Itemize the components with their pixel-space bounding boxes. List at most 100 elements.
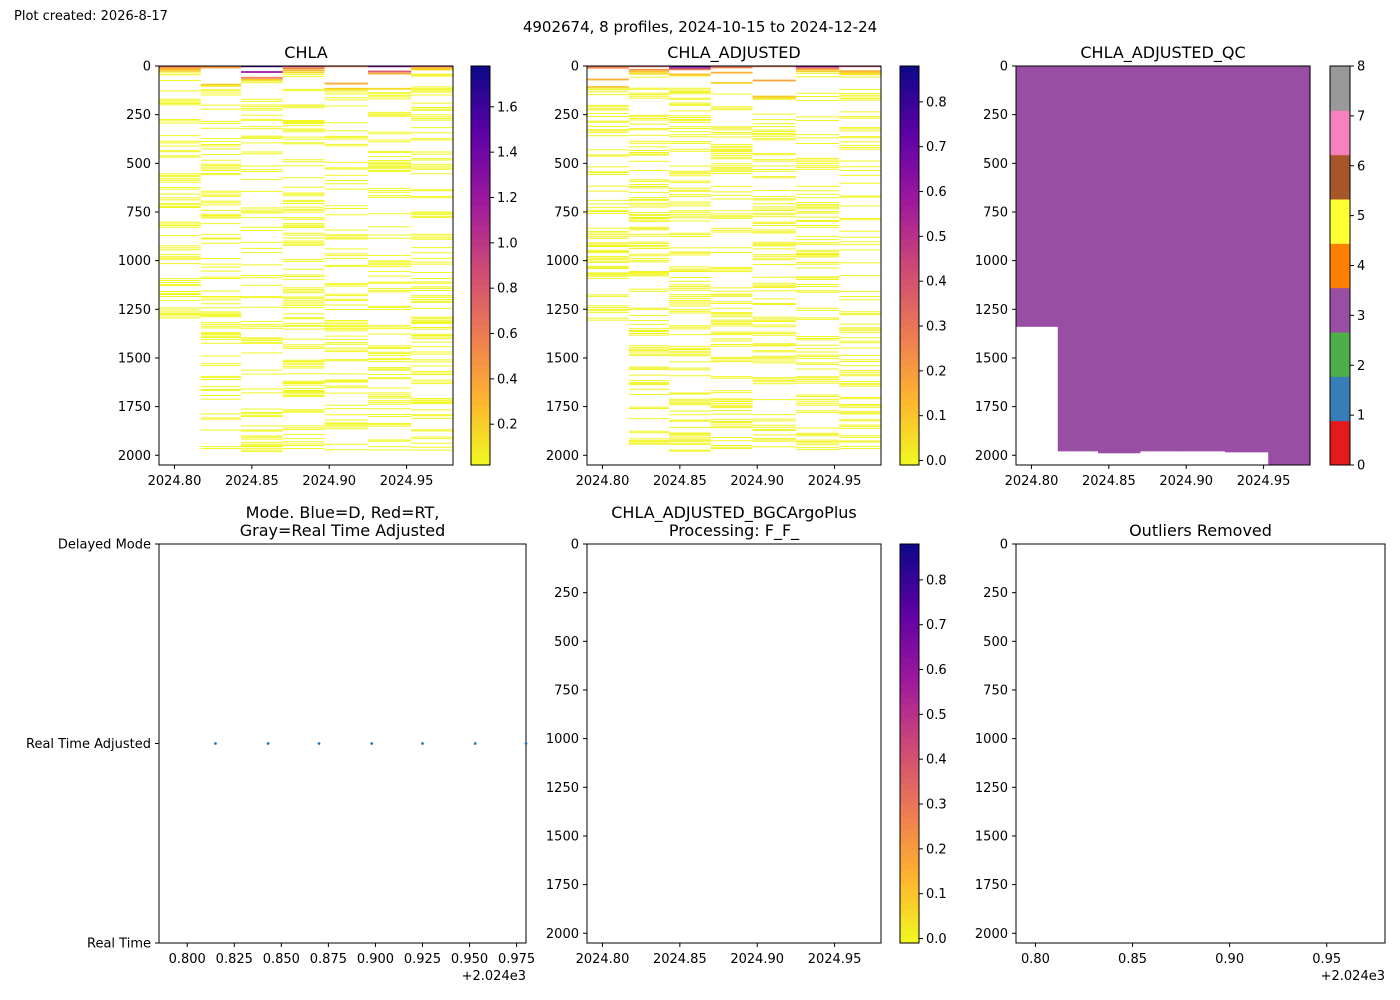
colorbar-swatch xyxy=(471,179,490,187)
colorbar-swatch xyxy=(471,285,490,293)
qc-colorbar-swatch xyxy=(1330,110,1350,156)
qc-column xyxy=(1139,66,1183,452)
qc-column xyxy=(1098,66,1141,454)
colorbar-tick-label: 0.1 xyxy=(926,887,947,902)
x-tick-label: 2024.80 xyxy=(1005,474,1059,489)
y-tick-label: 2000 xyxy=(118,449,151,464)
y-tick-label: 250 xyxy=(554,108,579,123)
y-tick-label: 500 xyxy=(126,157,151,172)
y-tick-label: 1500 xyxy=(975,351,1008,366)
colorbar-swatch xyxy=(900,66,919,74)
colorbar-tick-label: 0.7 xyxy=(926,618,947,633)
colorbar-swatch xyxy=(471,125,490,134)
colorbar-tick-label: 0.3 xyxy=(926,320,947,335)
colorbar-swatch xyxy=(900,185,919,193)
colorbar-swatch xyxy=(900,112,919,120)
x-tick-label: 0.85 xyxy=(1118,952,1147,967)
colorbar-tick-label: 0.2 xyxy=(926,842,947,857)
colorbar-swatch xyxy=(471,325,490,333)
y-tick-label: 500 xyxy=(983,157,1008,172)
colorbar-swatch xyxy=(900,849,919,858)
heatmap-chla_adjusted_qc xyxy=(1016,66,1311,465)
colorbar-swatch xyxy=(900,285,919,293)
panel-title-line: Outliers Removed xyxy=(1129,521,1272,540)
colorbar-swatch xyxy=(471,252,490,260)
colorbar-tick-label: 0.5 xyxy=(926,230,947,245)
x-tick-label: 2024.95 xyxy=(808,952,862,967)
colorbar-swatch xyxy=(471,458,490,466)
colorbar-swatch xyxy=(900,637,919,645)
colorbar-tick-label: 0.6 xyxy=(926,185,947,200)
colorbar-swatch xyxy=(900,272,919,280)
colorbar-swatch xyxy=(900,617,919,625)
profile-column xyxy=(752,65,796,448)
colorbar-tick-label: 0.8 xyxy=(926,573,947,588)
colorbar-tick-label: 0.7 xyxy=(926,140,947,155)
y-tick-label: 500 xyxy=(554,635,579,650)
colorbar-swatch xyxy=(471,358,490,366)
colorbar-swatch xyxy=(900,730,919,738)
colorbar-swatch xyxy=(471,79,490,87)
x-tick-label: 2024.80 xyxy=(576,952,630,967)
colorbar-swatch xyxy=(471,272,490,280)
colorbar-swatch xyxy=(900,936,919,944)
colorbar-swatch xyxy=(471,292,490,300)
colorbar-swatch xyxy=(471,238,490,247)
y-tick-label: Delayed Mode xyxy=(58,538,151,553)
x-tick-label: 2024.90 xyxy=(730,474,784,489)
colorbar-swatch xyxy=(900,119,919,127)
colorbar-swatch xyxy=(900,445,919,453)
y-tick-label: 2000 xyxy=(546,449,579,464)
colorbar-swatch xyxy=(900,391,919,400)
qc-colorbar-swatch xyxy=(1330,287,1350,333)
panel-title-line: Mode. Blue=D, Red=RT, xyxy=(246,503,440,522)
panel-title-line: CHLA_ADJUSTED_BGCArgoPlus xyxy=(611,503,857,523)
y-tick-label: 500 xyxy=(554,157,579,172)
qc-column xyxy=(1057,66,1099,452)
colorbar-swatch xyxy=(471,345,490,353)
y-tick-label: 1000 xyxy=(118,254,151,269)
colorbar-tick-label: 7 xyxy=(1357,109,1365,124)
profile-column xyxy=(669,65,711,452)
colorbar-tick-label: 0.2 xyxy=(497,418,518,433)
colorbar-swatch xyxy=(900,218,919,227)
x-tick-label: 2024.90 xyxy=(730,952,784,967)
colorbar-swatch xyxy=(900,643,919,651)
colorbar-tick-label: 0.0 xyxy=(926,932,947,947)
colorbar-swatch xyxy=(900,657,919,665)
figure-suptitle: 4902674, 8 profiles, 2024-10-15 to 2024-… xyxy=(523,18,877,36)
colorbar-tick-label: 0.6 xyxy=(497,327,518,342)
colorbar-swatch xyxy=(900,79,919,87)
y-tick-label: 1250 xyxy=(975,781,1008,796)
axes-frame xyxy=(158,65,454,466)
colorbar-swatch xyxy=(900,796,919,804)
qc-column xyxy=(1016,66,1059,327)
mode-point xyxy=(214,742,217,745)
colorbar-swatch xyxy=(900,590,919,598)
y-tick-label: 1750 xyxy=(975,878,1008,893)
y-tick-label: 1250 xyxy=(118,303,151,318)
colorbar-swatch xyxy=(471,378,490,386)
colorbar-swatch xyxy=(900,816,919,824)
x-tick-label: 2024.80 xyxy=(576,474,630,489)
y-tick-label: 0 xyxy=(571,60,579,75)
x-tick-label: 0.925 xyxy=(404,952,441,967)
colorbar-swatch xyxy=(471,119,490,127)
colorbar-swatch xyxy=(900,92,919,100)
colorbar-swatch xyxy=(471,99,490,107)
colorbar-frame xyxy=(470,65,491,466)
colorbar-swatch xyxy=(900,458,919,466)
colorbar-swatch xyxy=(900,325,919,333)
profile-column xyxy=(795,65,840,451)
profile-column xyxy=(587,65,629,321)
colorbar-swatch xyxy=(900,278,919,287)
colorbar-frame xyxy=(899,65,920,466)
colorbar-swatch xyxy=(471,398,490,406)
panel-title-chla_adjusted: CHLA_ADJUSTED xyxy=(667,43,800,63)
colorbar-swatch xyxy=(471,258,490,267)
colorbar-swatch xyxy=(900,292,919,300)
x-tick-label: 2024.85 xyxy=(1082,474,1136,489)
colorbar-swatch xyxy=(900,179,919,187)
x-tick-label: 0.800 xyxy=(169,952,206,967)
